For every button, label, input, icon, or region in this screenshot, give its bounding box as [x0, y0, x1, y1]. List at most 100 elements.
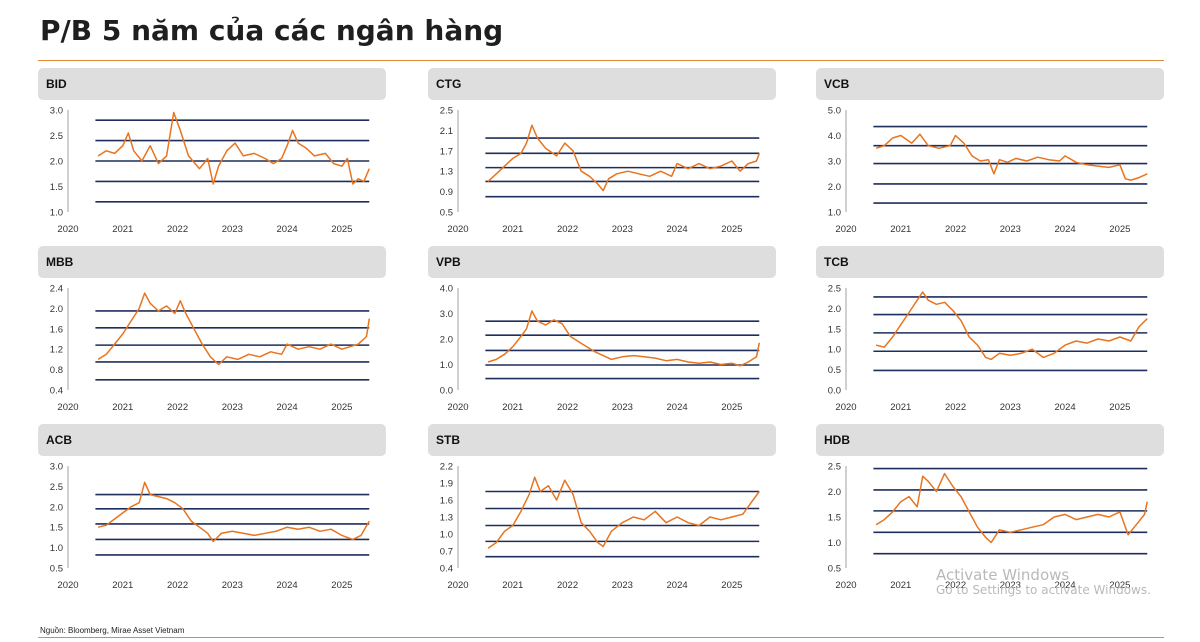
chart-panel-vpb: VPB 4.0 3.0 2.0 1.0 0.0 2020 2021 2022 2023 2024 20…	[428, 246, 776, 416]
chart-panel-bid: BID 3.0 2.5 2.0 1.5 1.0 2020 2021 2022 2023 2024 20…	[38, 68, 386, 238]
chart-title: ACB	[46, 433, 72, 447]
y-tick-label: 1.6	[440, 496, 453, 507]
chart-header: HDB	[816, 424, 1164, 456]
y-tick-label: 1.0	[440, 360, 453, 371]
y-tick-label: 0.0	[440, 386, 453, 397]
y-tick-label: 0.8	[50, 365, 63, 376]
x-tick-label: 2023	[1000, 580, 1021, 591]
pb-series-line	[97, 481, 370, 543]
source-note: Nguồn: Bloomberg, Mirae Asset Vietnam	[40, 626, 185, 635]
chart-title: CTG	[436, 77, 462, 91]
x-tick-label: 2020	[57, 402, 78, 413]
x-tick-label: 2021	[502, 580, 523, 591]
x-tick-label: 2023	[612, 580, 633, 591]
chart-title: TCB	[824, 255, 849, 269]
x-tick-label: 2025	[331, 224, 352, 235]
y-tick-label: 2.0	[50, 304, 63, 315]
y-tick-label: 2.5	[828, 284, 841, 295]
y-tick-label: 1.5	[828, 513, 841, 524]
y-tick-label: 0.4	[440, 564, 453, 575]
x-tick-label: 2024	[1055, 224, 1076, 235]
x-tick-label: 2025	[721, 224, 742, 235]
activate-windows-watermark: Activate Windows Go to Settings to activ…	[936, 566, 1151, 598]
x-tick-label: 2020	[835, 580, 856, 591]
x-tick-label: 2023	[1000, 402, 1021, 413]
chart-panel-acb: ACB 3.0 2.5 2.0 1.5 1.0 0.5 2020 2021 2022 2023 202…	[38, 424, 386, 594]
x-tick-label: 2021	[890, 580, 911, 591]
x-tick-label: 2022	[167, 402, 188, 413]
watermark-subtitle: Go to Settings to activate Windows.	[936, 583, 1151, 598]
y-tick-label: 4.0	[440, 284, 453, 295]
x-tick-label: 2023	[222, 224, 243, 235]
chart-title: VCB	[824, 77, 850, 91]
y-tick-label: 1.5	[50, 523, 63, 534]
x-tick-label: 2025	[1109, 224, 1130, 235]
pb-series-line	[487, 124, 761, 192]
x-tick-label: 2020	[57, 580, 78, 591]
y-tick-label: 2.0	[440, 335, 453, 346]
y-tick-label: 1.9	[440, 479, 453, 490]
y-tick-label: 1.5	[50, 182, 63, 193]
y-tick-label: 1.0	[828, 345, 841, 356]
chart-panel-mbb: MBB 2.4 2.0 1.6 1.2 0.8 0.4 2020 2021 2022 2023 202…	[38, 246, 386, 416]
x-tick-label: 2025	[721, 402, 742, 413]
chart-title: VPB	[436, 255, 461, 269]
x-tick-label: 2025	[331, 580, 352, 591]
x-tick-label: 2021	[112, 580, 133, 591]
chart-header: CTG	[428, 68, 776, 100]
x-tick-label: 2020	[447, 224, 468, 235]
y-tick-label: 2.5	[440, 106, 453, 117]
x-tick-label: 2023	[222, 402, 243, 413]
y-tick-label: 3.0	[828, 157, 841, 168]
chart-header: VCB	[816, 68, 1164, 100]
x-tick-label: 2024	[1055, 402, 1076, 413]
x-tick-label: 2021	[502, 402, 523, 413]
chart-header: STB	[428, 424, 776, 456]
pb-series-line	[487, 310, 761, 367]
x-tick-label: 2023	[612, 402, 633, 413]
chart-svg-bid: 3.0 2.5 2.0 1.5 1.0 2020 2021 2022 2023 2024 2025	[50, 106, 370, 235]
x-tick-label: 2023	[612, 224, 633, 235]
y-tick-label: 0.9	[440, 187, 453, 198]
x-tick-label: 2021	[890, 224, 911, 235]
pb-series-line	[487, 476, 760, 549]
y-tick-label: 2.0	[50, 502, 63, 513]
y-tick-label: 3.0	[50, 106, 63, 117]
y-tick-label: 1.3	[440, 167, 453, 178]
chart-svg-tcb: 2.5 2.0 1.5 1.0 0.5 0.0 2020 2021 2022 2023 2024 20…	[828, 284, 1148, 413]
x-tick-label: 2021	[112, 224, 133, 235]
pb-series-line	[875, 291, 1148, 361]
y-tick-label: 2.0	[828, 182, 841, 193]
chart-panel-stb: STB 2.2 1.9 1.6 1.3 1.0 0.7 0.4 2020 2021 2022 2023…	[428, 424, 776, 594]
x-tick-label: 2024	[277, 402, 298, 413]
y-tick-label: 0.5	[828, 365, 841, 376]
chart-header: VPB	[428, 246, 776, 278]
y-tick-label: 3.0	[50, 462, 63, 473]
x-tick-label: 2024	[667, 402, 688, 413]
chart-svg-hdb: 2.5 2.0 1.5 1.0 0.5 2020 2021 2022 2023 2024 2025	[828, 462, 1149, 591]
y-tick-label: 0.5	[50, 564, 63, 575]
y-tick-label: 0.5	[440, 208, 453, 219]
x-tick-label: 2024	[277, 580, 298, 591]
y-tick-label: 0.7	[440, 547, 453, 558]
x-tick-label: 2024	[667, 224, 688, 235]
y-tick-label: 1.0	[50, 543, 63, 554]
y-tick-label: 2.5	[50, 131, 63, 142]
y-tick-label: 2.0	[50, 157, 63, 168]
x-tick-label: 2022	[167, 580, 188, 591]
chart-header: MBB	[38, 246, 386, 278]
y-tick-label: 2.1	[440, 126, 453, 137]
y-tick-label: 2.0	[828, 487, 841, 498]
bottom-divider	[38, 637, 1164, 638]
chart-svg-vpb: 4.0 3.0 2.0 1.0 0.0 2020 2021 2022 2023 2024 2025	[440, 284, 761, 413]
x-tick-label: 2025	[721, 580, 742, 591]
y-tick-label: 2.4	[50, 284, 63, 295]
chart-header: ACB	[38, 424, 386, 456]
chart-panel-ctg: CTG 2.5 2.1 1.7 1.3 0.9 0.5 2020 2021 2022 2023 202…	[428, 68, 776, 238]
x-tick-label: 2020	[835, 224, 856, 235]
x-tick-label: 2022	[945, 224, 966, 235]
x-tick-label: 2025	[331, 402, 352, 413]
y-tick-label: 1.0	[828, 208, 841, 219]
y-tick-label: 1.0	[828, 538, 841, 549]
chart-title: STB	[436, 433, 460, 447]
